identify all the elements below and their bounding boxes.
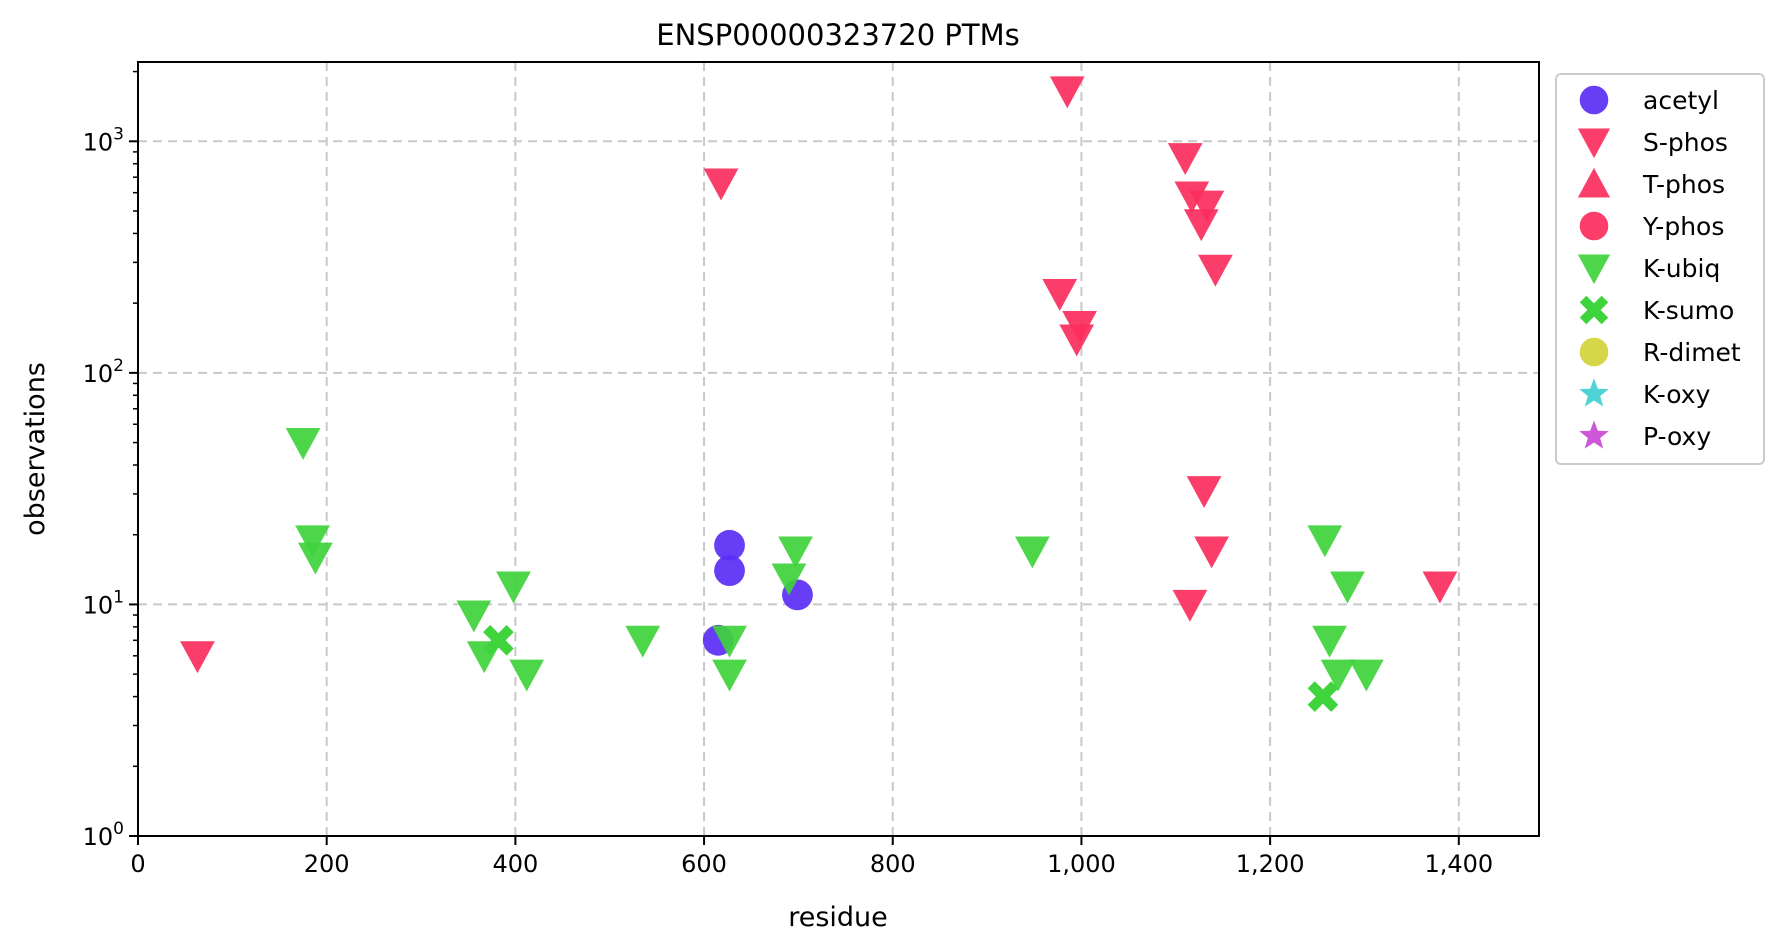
data-point	[295, 525, 330, 558]
data-point	[1422, 571, 1458, 604]
data-point	[509, 659, 545, 692]
data-point	[1189, 190, 1225, 223]
data-point	[771, 563, 807, 596]
data-point	[1183, 209, 1219, 242]
data-point	[1307, 681, 1339, 712]
data-point	[703, 168, 739, 201]
data-point	[298, 542, 333, 575]
legend-marker	[1579, 378, 1609, 407]
y-tick-label: 102	[83, 356, 124, 388]
data-point	[1174, 181, 1210, 214]
data-point	[285, 428, 321, 460]
legend-label: K-oxy	[1643, 380, 1711, 409]
legend-marker	[1577, 167, 1611, 198]
data-point	[496, 571, 531, 604]
legend-label: acetyl	[1643, 86, 1719, 115]
data-point	[1194, 536, 1229, 569]
legend-label: P-oxy	[1643, 422, 1711, 451]
legend-label: K-sumo	[1643, 296, 1734, 325]
legend-marker	[1579, 85, 1609, 115]
grid	[138, 62, 1539, 836]
data-point	[1307, 525, 1343, 558]
legend-marker	[1577, 254, 1611, 285]
chart-title: ENSP00000323720 PTMs	[656, 18, 1019, 52]
legend-label: R-dimet	[1643, 338, 1741, 367]
x-tick-label: 1,200	[1236, 850, 1305, 878]
data-point	[1172, 589, 1208, 622]
y-axis-label: observations	[20, 362, 51, 536]
legend-marker	[1579, 337, 1609, 367]
data-point	[778, 536, 813, 569]
data-point	[712, 659, 747, 692]
legend-marker	[1577, 128, 1611, 159]
legend: acetyl S-phos T-phos Y-phos K-ubiq K-sumo R-di…	[1555, 73, 1765, 465]
data-point	[1348, 659, 1384, 692]
legend-marker	[1579, 295, 1609, 325]
data-point	[1198, 254, 1233, 287]
data-point	[1186, 476, 1222, 509]
data-point	[180, 641, 215, 674]
x-tick-label: 0	[130, 850, 145, 878]
data-point	[483, 624, 514, 656]
y-tick-label: 103	[83, 124, 124, 156]
data-point	[1059, 324, 1095, 357]
axis-ticks: 0 200 400 600 800 1,000 1,200 1,400 100 101 102 103	[83, 70, 1493, 878]
legend-marker	[1579, 420, 1609, 449]
data-point	[1049, 76, 1085, 109]
x-tick-label: 400	[492, 850, 538, 878]
x-axis-label: residue	[788, 902, 888, 933]
x-tick-label: 800	[870, 850, 916, 878]
data-point	[712, 625, 747, 658]
data-point	[714, 555, 745, 586]
y-tick-label: 101	[83, 587, 124, 619]
data-point	[1167, 143, 1203, 175]
legend-label: K-ubiq	[1643, 254, 1720, 283]
data-point	[1312, 625, 1347, 658]
data-point	[1330, 571, 1365, 604]
x-tick-label: 1,000	[1047, 850, 1116, 878]
legend-label: T-phos	[1642, 170, 1725, 199]
x-tick-label: 200	[304, 850, 350, 878]
legend-frame	[1555, 73, 1765, 465]
data-point	[1015, 536, 1050, 569]
data-point	[1042, 279, 1078, 311]
data-point	[456, 600, 492, 633]
legend-label: S-phos	[1643, 128, 1728, 157]
plot-frame	[137, 61, 1540, 837]
data-point	[714, 529, 745, 561]
legend-marker	[1579, 211, 1609, 241]
data-points	[180, 76, 1458, 712]
data-point	[1320, 659, 1356, 692]
x-tick-label: 1,400	[1424, 850, 1493, 878]
x-tick-label: 600	[681, 850, 727, 878]
legend-label: Y-phos	[1642, 212, 1724, 241]
y-tick-label: 100	[83, 819, 124, 851]
data-point	[625, 625, 661, 658]
